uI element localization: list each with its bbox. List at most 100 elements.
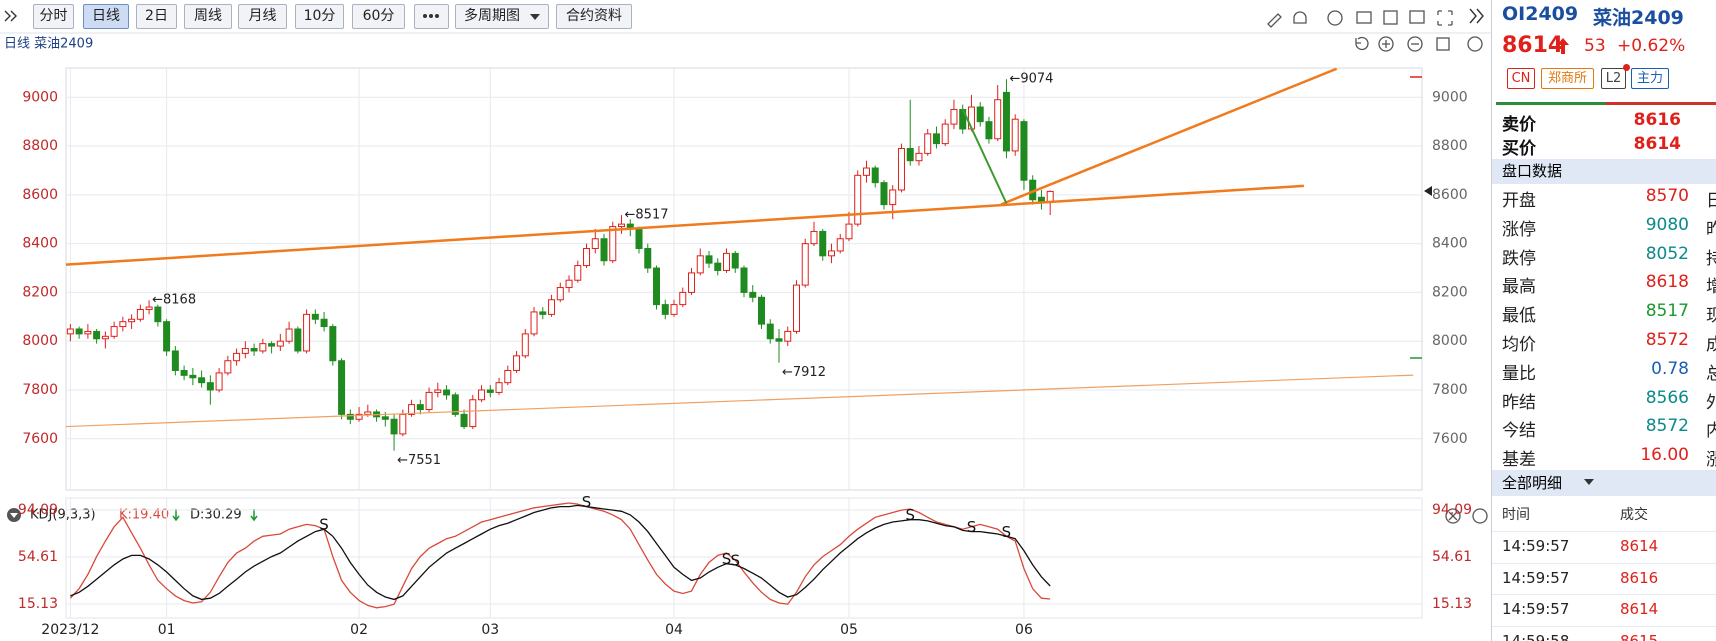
trendline — [66, 184, 1304, 266]
toolbar-button[interactable]: 2日 — [136, 4, 177, 29]
toolbar-button[interactable]: 周线 — [184, 4, 232, 29]
candle-body — [241, 348, 249, 354]
y-tick-label-right: 8400 — [1432, 236, 1468, 252]
alert-icon[interactable] — [1293, 11, 1307, 24]
y-tick-label: 8000 — [22, 333, 58, 349]
candle-body — [924, 133, 932, 154]
y-tick-label: 8600 — [22, 187, 58, 203]
row-value: 0.78 — [1651, 358, 1689, 379]
candle-body — [381, 416, 389, 420]
candle-body — [294, 328, 302, 352]
camera-icon[interactable] — [1356, 11, 1372, 24]
candle-body — [740, 267, 748, 293]
candle-body — [163, 321, 171, 352]
ask-value: 8616 — [1633, 110, 1681, 130]
screen-icon[interactable] — [1409, 10, 1425, 24]
trade-separator — [1492, 625, 1716, 627]
x-tick-label: 02 — [350, 622, 368, 638]
candle-body — [171, 350, 179, 371]
plot-frame — [65, 67, 1423, 491]
candle-body — [198, 377, 206, 384]
candle-body — [486, 389, 494, 393]
candle-body — [897, 147, 905, 191]
candle-body — [224, 360, 232, 374]
row-extra: 外 — [1706, 388, 1716, 413]
row-value: 8570 — [1645, 186, 1689, 206]
candle-body — [434, 389, 442, 393]
fullscreen-icon[interactable] — [1437, 10, 1453, 26]
more-button[interactable] — [414, 4, 449, 29]
window-icon[interactable] — [1383, 10, 1398, 25]
y-tick-label-right: 94.09 — [1432, 502, 1472, 518]
chart-title: 日线 菜油2409 — [4, 37, 93, 52]
trendlines — [66, 68, 1414, 428]
chart-settings-icon[interactable] — [1467, 36, 1483, 52]
candle-body — [189, 374, 197, 379]
candle-body — [862, 167, 870, 176]
extreme-label: ←8168 — [152, 293, 196, 308]
more-icon — [423, 14, 439, 18]
candle-body — [530, 311, 538, 335]
candle-body — [425, 391, 433, 411]
candle-body — [84, 330, 92, 335]
trade-separator — [1492, 562, 1716, 564]
row-extra: 成 — [1706, 330, 1716, 355]
collapse-icon[interactable] — [1469, 8, 1484, 24]
row-label: 开盘 — [1502, 191, 1536, 211]
toolbar-button[interactable]: 合约资料 — [556, 4, 632, 29]
row-label: 基差 — [1502, 450, 1536, 471]
row-label: 今结 — [1502, 421, 1536, 442]
trade-time: 14:59:57 — [1502, 600, 1570, 618]
expand-icon[interactable] — [4, 10, 17, 22]
reset-icon[interactable] — [1355, 36, 1369, 51]
toolbar-icons — [1267, 10, 1488, 524]
settings-icon[interactable] — [1327, 10, 1343, 26]
d-down-arrow — [250, 509, 258, 522]
tag: L2 — [1601, 68, 1626, 89]
candle-body — [784, 330, 792, 342]
row-value: 8052 — [1645, 243, 1689, 264]
candle-body — [311, 313, 319, 320]
toolbar-button[interactable]: 分时 — [33, 4, 74, 29]
trendline — [1000, 68, 1338, 206]
trade-price: 8616 — [1620, 568, 1659, 587]
toolbar-button[interactable]: 60分 — [352, 4, 405, 29]
candle-body — [259, 343, 267, 352]
trade-time: 14:59:57 — [1502, 537, 1570, 555]
layout-icon[interactable] — [1436, 37, 1450, 51]
candle-body — [653, 267, 661, 306]
row-label: 均价 — [1502, 335, 1536, 355]
zoom-out-icon[interactable] — [1407, 36, 1423, 52]
y-tick-label: 54.61 — [18, 549, 58, 565]
draw-icon[interactable] — [1267, 13, 1282, 28]
x-tick-label: 03 — [481, 622, 499, 638]
row-value: 8618 — [1645, 272, 1689, 293]
candle-body — [1002, 91, 1010, 152]
last-price: 8614 — [1502, 33, 1564, 58]
y-tick-label-right: 8200 — [1432, 284, 1468, 300]
row-extra: 涨 — [1706, 445, 1716, 470]
candle-body — [303, 313, 311, 352]
column-price: 成交 — [1620, 507, 1648, 523]
toolbar-button[interactable]: 月线 — [238, 4, 287, 29]
candle-body — [128, 318, 136, 323]
toolbar-button[interactable]: 10分 — [295, 4, 344, 29]
candle-body — [985, 121, 993, 140]
toolbar-button[interactable]: 多周期图 — [455, 4, 549, 29]
detail-header[interactable]: 全部明细 — [1492, 470, 1716, 496]
y-tick-label: 9000 — [22, 89, 58, 105]
close-indicator-icon[interactable] — [1445, 508, 1461, 524]
extreme-label: ←7551 — [397, 453, 441, 468]
candle-body — [390, 418, 398, 435]
candle-body — [329, 326, 337, 362]
candle-body — [136, 308, 144, 320]
y-tick-label-right: 7600 — [1432, 431, 1468, 447]
row-extra: 昨 — [1706, 215, 1716, 240]
indicator-settings-icon[interactable] — [1472, 508, 1488, 524]
zoom-in-icon[interactable] — [1378, 36, 1394, 52]
toolbar-button[interactable]: 日线 — [83, 4, 129, 29]
candle-body — [810, 230, 818, 245]
candle-body — [565, 279, 573, 289]
trade-time: 14:59:58 — [1502, 631, 1570, 641]
